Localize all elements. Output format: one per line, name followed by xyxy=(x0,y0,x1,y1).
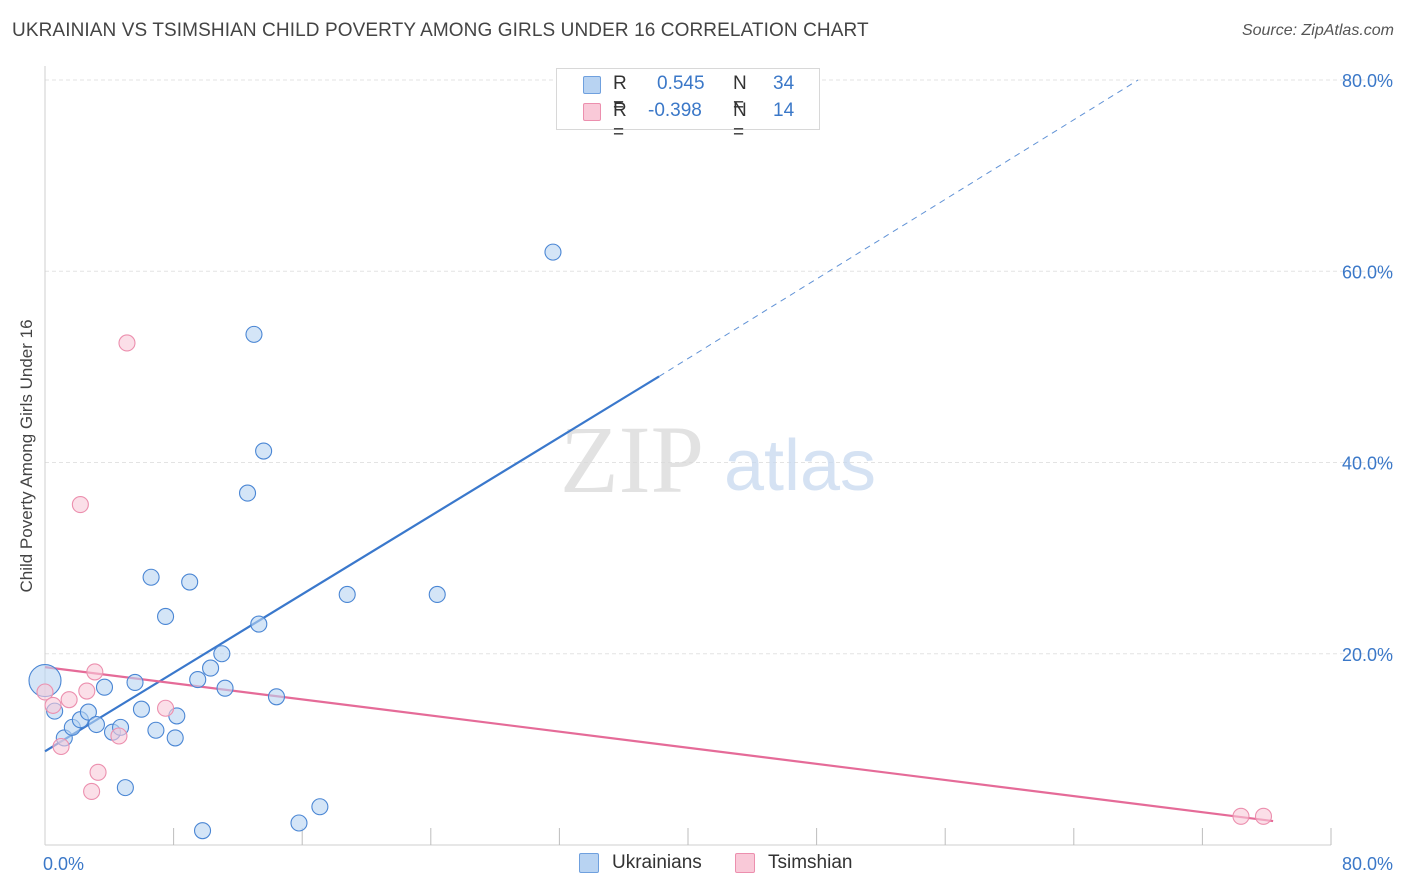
trendlines xyxy=(44,79,1274,823)
point-tsimshian xyxy=(118,334,136,352)
trendline-extension-ukrainians xyxy=(658,79,1139,377)
point-tsimshian xyxy=(110,727,128,745)
legend-swatch-ukrainians xyxy=(579,853,599,873)
source-label: Source: ZipAtlas.com xyxy=(1241,22,1394,39)
point-ukrainians xyxy=(338,585,356,604)
chart-title: UKRAINIAN VS TSIMSHIAN CHILD POVERTY AMO… xyxy=(12,20,869,41)
point-ukrainians xyxy=(116,779,134,797)
y-tick-label: 60.0% xyxy=(1342,262,1393,282)
legend-swatch-tsimshian xyxy=(735,853,755,873)
stats-swatch-tsimshian xyxy=(583,103,601,121)
point-ukrainians xyxy=(216,679,234,697)
point-tsimshian xyxy=(60,691,78,709)
point-ukrainians xyxy=(142,568,160,586)
y-tick-label: 40.0% xyxy=(1342,454,1393,474)
point-tsimshian xyxy=(89,763,107,781)
point-ukrainians xyxy=(157,607,175,626)
point-ukrainians xyxy=(544,243,562,261)
point-tsimshian xyxy=(78,682,96,700)
watermark-atlas: atlas xyxy=(724,426,876,506)
n-value: 14 xyxy=(773,100,795,121)
point-tsimshian xyxy=(86,663,104,681)
y-tick-label: 80.0% xyxy=(1342,71,1393,91)
axes xyxy=(44,66,1332,846)
point-ukrainians xyxy=(79,703,97,721)
x-tick-label: 80.0% xyxy=(1342,854,1393,874)
gridlines xyxy=(45,79,1393,655)
point-ukrainians xyxy=(238,484,257,502)
y-tick-label: 20.0% xyxy=(1342,645,1393,665)
n-label: N = xyxy=(733,100,747,143)
y-axis-label: Child Poverty Among Girls Under 16 xyxy=(17,319,36,593)
x-tick-label: 0.0% xyxy=(43,854,84,874)
point-tsimshian xyxy=(83,782,101,801)
point-ukrainians xyxy=(267,688,286,706)
point-ukrainians xyxy=(166,729,184,747)
trendline-tsimshian xyxy=(44,666,1274,823)
point-ukrainians xyxy=(311,798,329,816)
point-tsimshian xyxy=(36,683,54,701)
point-ukrainians xyxy=(189,671,207,689)
point-ukrainians xyxy=(245,325,263,343)
point-tsimshian xyxy=(157,699,175,717)
point-ukrainians xyxy=(290,814,308,832)
point-tsimshian xyxy=(1254,807,1273,825)
point-ukrainians xyxy=(87,715,105,734)
point-ukrainians xyxy=(202,659,220,677)
point-ukrainians xyxy=(181,573,199,591)
tick-labels: 20.0% 40.0% 60.0% 80.0% 0.0% 80.0% xyxy=(43,71,1393,874)
point-ukrainians xyxy=(95,678,114,696)
trendline-ukrainians xyxy=(44,375,660,753)
watermark: ZIP atlas xyxy=(560,406,876,513)
stats-swatch-ukrainians xyxy=(583,76,601,94)
point-tsimshian xyxy=(1232,807,1250,825)
point-ukrainians xyxy=(193,822,212,840)
point-ukrainians xyxy=(126,673,144,691)
point-ukrainians xyxy=(132,700,150,718)
watermark-zip: ZIP xyxy=(560,406,704,513)
r-label: R = xyxy=(613,100,627,143)
point-ukrainians xyxy=(213,645,231,663)
legend: Ukrainians Tsimshian xyxy=(0,852,1406,878)
n-label: N = xyxy=(733,73,747,116)
r-value: -0.398 xyxy=(648,100,702,121)
point-tsimshian xyxy=(71,496,89,514)
r-label: R = xyxy=(613,73,627,116)
point-tsimshian xyxy=(52,737,70,756)
n-value: 34 xyxy=(773,73,795,94)
r-value: 0.545 xyxy=(657,73,705,94)
point-ukrainians xyxy=(147,721,165,739)
data-points xyxy=(28,243,1273,840)
legend-label-ukrainians: Ukrainians xyxy=(612,852,702,873)
point-ukrainians xyxy=(250,615,268,633)
legend-label-tsimshian: Tsimshian xyxy=(768,852,853,873)
point-ukrainians xyxy=(255,442,273,460)
stats-box: R = 0.545 N = 34 R = -0.398 N = 14 xyxy=(556,68,820,143)
point-tsimshian xyxy=(44,696,62,714)
point-ukrainians xyxy=(428,585,446,604)
